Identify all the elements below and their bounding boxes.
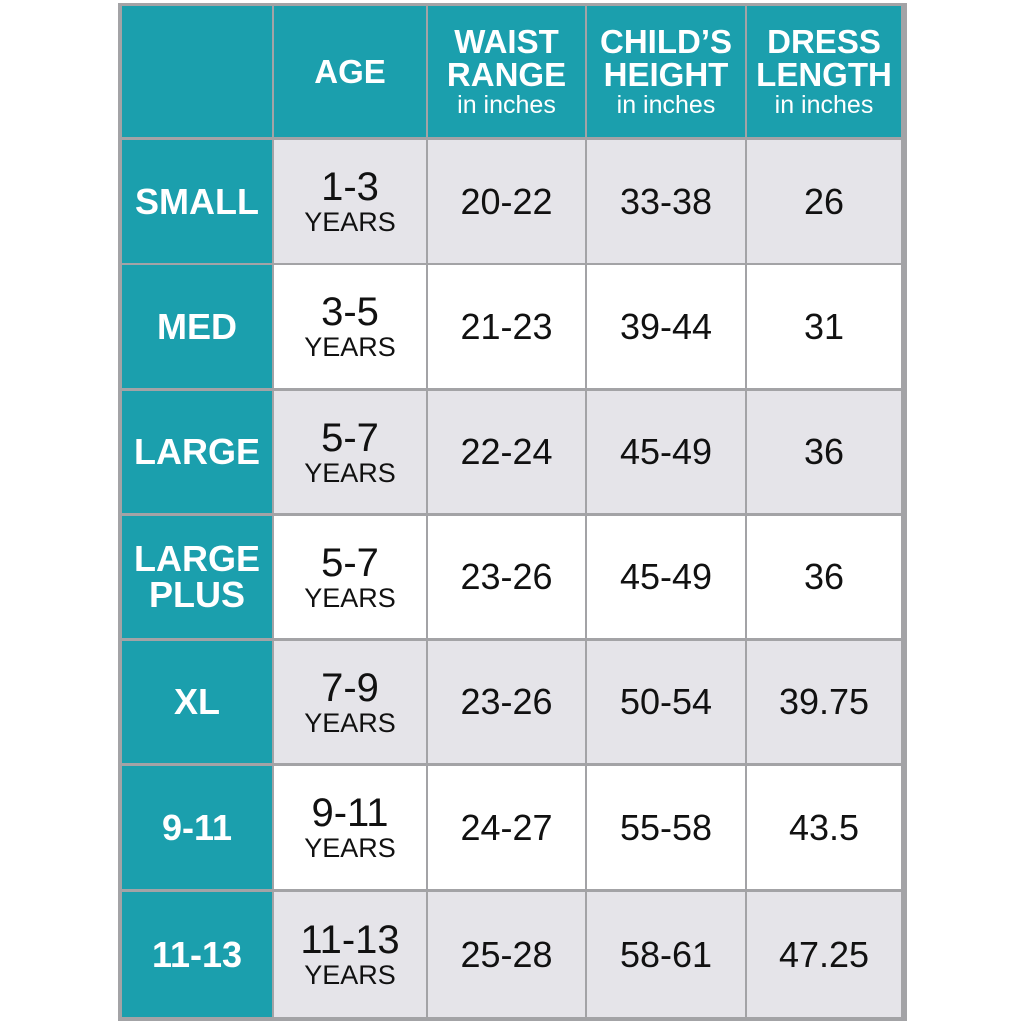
size-cell: SMALL xyxy=(122,140,272,263)
age-range: 11-13 xyxy=(300,918,400,962)
header-title: AGE xyxy=(314,53,386,90)
age-range: 7-9 xyxy=(321,665,379,710)
length-value: 36 xyxy=(803,556,845,597)
length-cell: 36 xyxy=(747,516,901,638)
size-label: SMALL xyxy=(135,180,259,222)
age-unit: YEARS xyxy=(304,332,396,362)
size-cell: LARGE PLUS xyxy=(122,516,272,638)
height-value: 45-49 xyxy=(619,431,713,472)
waist-cell: 23-26 xyxy=(428,516,585,638)
header-cell: AGE xyxy=(274,6,426,137)
length-value: 43.5 xyxy=(788,806,860,848)
waist-value: 21-23 xyxy=(460,305,553,347)
height-cell: 45-49 xyxy=(587,391,745,513)
height-value: 58-61 xyxy=(619,933,713,975)
length-cell: 39.75 xyxy=(747,641,901,763)
age-unit: YEARS xyxy=(304,707,396,738)
waist-cell: 21-23 xyxy=(428,265,585,388)
height-cell: 55-58 xyxy=(587,766,745,889)
height-value: 55-58 xyxy=(619,806,713,848)
age-range: 9-11 xyxy=(311,791,389,835)
header-title: WAIST RANGE xyxy=(446,23,567,93)
header-unit: in inches xyxy=(774,91,874,119)
length-value: 39.75 xyxy=(778,681,870,722)
header-unit: in inches xyxy=(457,91,556,119)
waist-value: 22-24 xyxy=(460,431,553,472)
age-cell: 5-7 YEARS xyxy=(274,516,426,638)
size-cell: MED xyxy=(122,265,272,388)
age-range: 5-7 xyxy=(321,540,379,585)
age-unit: YEARS xyxy=(304,457,396,488)
age-cell: 11-13 YEARS xyxy=(274,892,426,1017)
size-cell: 11-13 xyxy=(122,892,272,1017)
header-cell: WAIST RANGE in inches xyxy=(428,6,585,137)
header-cell: CHILD’S HEIGHT in inches xyxy=(587,6,745,137)
length-cell: 26 xyxy=(747,140,901,263)
waist-value: 24-27 xyxy=(460,806,553,848)
header-title: DRESS LENGTH xyxy=(756,23,892,93)
waist-value: 20-22 xyxy=(460,180,553,222)
height-cell: 45-49 xyxy=(587,516,745,638)
waist-cell: 20-22 xyxy=(428,140,585,263)
age-range: 3-5 xyxy=(321,290,379,334)
age-cell: 3-5 YEARS xyxy=(274,265,426,388)
length-cell: 43.5 xyxy=(747,766,901,889)
waist-value: 25-28 xyxy=(460,933,553,975)
height-cell: 33-38 xyxy=(587,140,745,263)
waist-cell: 25-28 xyxy=(428,892,585,1017)
age-cell: 5-7 YEARS xyxy=(274,391,426,513)
length-cell: 36 xyxy=(747,391,901,513)
size-label: LARGE xyxy=(134,431,260,472)
height-value: 50-54 xyxy=(619,681,713,722)
corner-cell xyxy=(122,6,272,137)
age-range: 1-3 xyxy=(321,165,379,209)
size-cell: 9-11 xyxy=(122,766,272,889)
size-label: XL xyxy=(173,681,220,722)
header-cell: DRESS LENGTH in inches xyxy=(747,6,901,137)
waist-cell: 22-24 xyxy=(428,391,585,513)
size-cell: LARGE xyxy=(122,391,272,513)
waist-cell: 24-27 xyxy=(428,766,585,889)
age-unit: YEARS xyxy=(304,960,396,990)
length-value: 36 xyxy=(803,431,845,472)
age-unit: YEARS xyxy=(304,207,396,237)
height-value: 33-38 xyxy=(619,180,713,222)
height-value: 45-49 xyxy=(619,556,713,597)
size-cell: XL xyxy=(122,641,272,763)
age-unit: YEARS xyxy=(304,833,396,863)
waist-value: 23-26 xyxy=(460,681,553,722)
waist-value: 23-26 xyxy=(460,556,553,597)
length-value: 31 xyxy=(803,305,845,347)
header-title: CHILD’S HEIGHT xyxy=(600,23,732,93)
size-label: 11-13 xyxy=(151,933,243,975)
age-cell: 1-3 YEARS xyxy=(274,140,426,263)
waist-cell: 23-26 xyxy=(428,641,585,763)
length-value: 26 xyxy=(803,180,845,222)
size-label: MED xyxy=(157,305,237,347)
size-label: 9-11 xyxy=(161,806,233,848)
header-unit: in inches xyxy=(616,91,716,119)
age-cell: 7-9 YEARS xyxy=(274,641,426,763)
size-label: LARGE PLUS xyxy=(134,538,260,615)
age-range: 5-7 xyxy=(321,415,379,460)
height-value: 39-44 xyxy=(619,305,713,347)
age-unit: YEARS xyxy=(304,582,396,613)
age-cell: 9-11 YEARS xyxy=(274,766,426,889)
length-cell: 31 xyxy=(747,265,901,388)
height-cell: 39-44 xyxy=(587,265,745,388)
height-cell: 58-61 xyxy=(587,892,745,1017)
length-value: 47.25 xyxy=(778,933,870,975)
height-cell: 50-54 xyxy=(587,641,745,763)
length-cell: 47.25 xyxy=(747,892,901,1017)
